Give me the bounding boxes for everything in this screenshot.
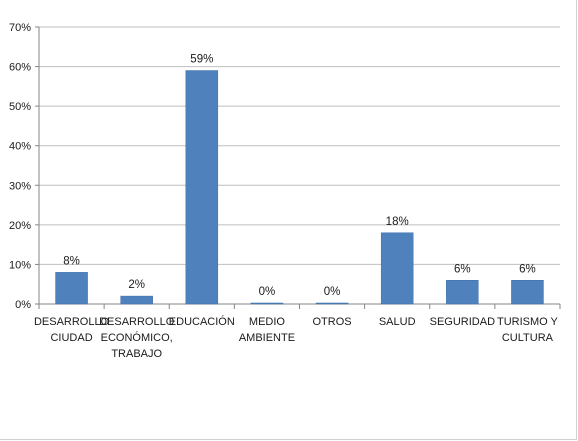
x-tick-label-line: MEDIO (249, 316, 286, 328)
x-tick-label: DESARROLLO CIUDAD (34, 316, 110, 344)
y-tick-label: 60% (9, 62, 31, 74)
x-tick-label-line: OTROS (313, 316, 352, 328)
x-tick-label-line: SALUD (379, 316, 416, 328)
x-tick-label-line: AMBIENTE (239, 332, 295, 344)
bar (380, 232, 414, 305)
x-tick-label: OTROS (313, 316, 352, 328)
data-label: 6% (454, 263, 471, 275)
bar (315, 302, 349, 305)
bar (446, 280, 479, 305)
x-tick-label-line: ECONÓMICO, (101, 331, 173, 344)
x-tick-label-line: EDUCACIÓN (169, 315, 235, 328)
y-tick-label: 30% (9, 180, 31, 192)
x-tick-label-line: TURISMO Y (497, 316, 559, 328)
data-label: 0% (259, 286, 276, 298)
x-tick-label-line: DESARROLLO (99, 316, 175, 328)
y-tick-label: 50% (9, 101, 31, 113)
x-tick-label-line: CIUDAD (50, 332, 92, 344)
data-label: 0% (324, 286, 341, 298)
x-tick-label-line: DESARROLLO (34, 316, 110, 328)
y-tick-label: 70% (9, 22, 31, 34)
data-label: 2% (128, 279, 145, 291)
y-tick-label: 40% (9, 141, 31, 153)
y-tick-label: 20% (9, 220, 31, 232)
x-tick-label: EDUCACIÓN (169, 315, 235, 328)
x-tick-label: MEDIO AMBIENTE (239, 316, 295, 344)
data-label: 8% (63, 255, 80, 267)
y-tick-label: 10% (9, 259, 31, 271)
x-tick-label-line: TRABAJO (111, 348, 162, 360)
bar (250, 302, 284, 305)
data-label: 6% (519, 263, 536, 275)
y-tick-label: 0% (15, 299, 31, 311)
x-tick-label: TURISMO Y CULTURA (497, 316, 559, 344)
x-tick-label-line: SEGURIDAD (430, 316, 495, 328)
x-tick-label-line: CULTURA (502, 332, 554, 344)
bar (185, 70, 219, 305)
bar (55, 272, 88, 305)
data-label: 59% (190, 54, 213, 66)
bar (511, 280, 544, 305)
bar (120, 295, 153, 305)
data-label: 18% (386, 216, 409, 228)
x-tick-label: DESARROLLO ECONÓMICO, TRABAJO (99, 316, 175, 360)
x-tick-label: SALUD (379, 316, 416, 328)
x-tick-label: SEGURIDAD (430, 316, 495, 328)
